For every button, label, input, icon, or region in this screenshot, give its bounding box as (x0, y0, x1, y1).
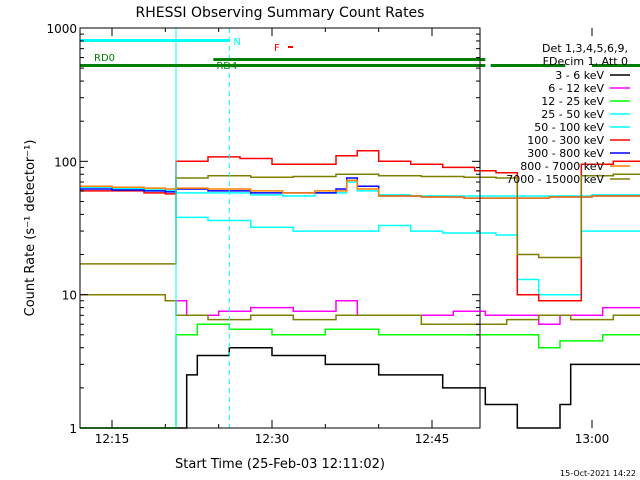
series-line-100-300-kev (80, 150, 640, 302)
x-tick-label-2: 12:45 (415, 432, 450, 446)
x-axis-label: Start Time (25-Feb-03 12:11:02) (175, 457, 385, 472)
f-flag-mark (288, 46, 293, 48)
series-line-6-12-kev (80, 293, 640, 325)
legend-header-line-2: FDecim 1, Att 0 (543, 55, 628, 68)
y-tick-label-3: 1000 (46, 22, 77, 36)
rd4-flag-label: RD4 (216, 61, 237, 72)
legend-label-0: 3 - 6 keV (555, 69, 604, 82)
rd0-flag-label: RD0 (94, 53, 115, 64)
y-tick-label-1: 10 (62, 289, 77, 303)
series-line-12-25-kev (80, 323, 640, 429)
legend-label-1: 6 - 12 keV (548, 82, 604, 95)
series-line-25-50-kev (80, 186, 640, 296)
series-line-extra-9 (80, 293, 640, 325)
rd0-flag-segment-2 (592, 64, 640, 67)
legend-label-5: 100 - 300 keV (527, 134, 604, 147)
legend-header-line-1: Det 1,3,4,5,6,9, (542, 42, 628, 55)
f-flag-label: F (274, 43, 280, 54)
x-tick-label-3: 13:00 (575, 432, 610, 446)
rd0-flag-segment-1 (490, 64, 566, 67)
y-tick-label-2: 100 (54, 155, 77, 169)
rd0-flag-segment-0 (80, 64, 486, 67)
rd4-flag-segment (213, 58, 486, 61)
y-tick-label-0: 1 (69, 422, 77, 436)
series-layer (80, 150, 640, 429)
n-flag-bar-0 (80, 39, 230, 42)
n-flag-label: N (233, 37, 240, 48)
y-axis-label: Count Rate (s⁻¹ detector⁻¹) (23, 140, 38, 317)
x-tick-label-0: 12:15 (95, 432, 130, 446)
legend-label-8: 7000 - 15000 keV (506, 173, 604, 186)
date-stamp: 15-Oct-2021 14:22 (560, 469, 636, 478)
series-line-3-6-kev (80, 346, 640, 429)
legend-label-6: 300 - 800 keV (527, 147, 604, 160)
annotation-layer: N F RD0 RD4 (80, 28, 640, 428)
series-line-7000-15000-kev (80, 173, 640, 265)
legend-label-2: 12 - 25 keV (541, 95, 604, 108)
legend-label-4: 50 - 100 keV (534, 121, 604, 134)
series-line-50-100-kev (80, 181, 640, 197)
x-tick-label-1: 12:30 (255, 432, 290, 446)
legend-label-7: 800 - 7000 keV (520, 160, 604, 173)
plot-frame (79, 27, 481, 429)
series-line-800-7000-kev (80, 179, 640, 199)
legend-label-3: 25 - 50 keV (541, 108, 604, 121)
axis-layer: 12:1512:3012:4513:0013:1513:3013:4511010… (46, 22, 610, 446)
chart-title: RHESSI Observing Summary Count Rates (136, 5, 425, 21)
